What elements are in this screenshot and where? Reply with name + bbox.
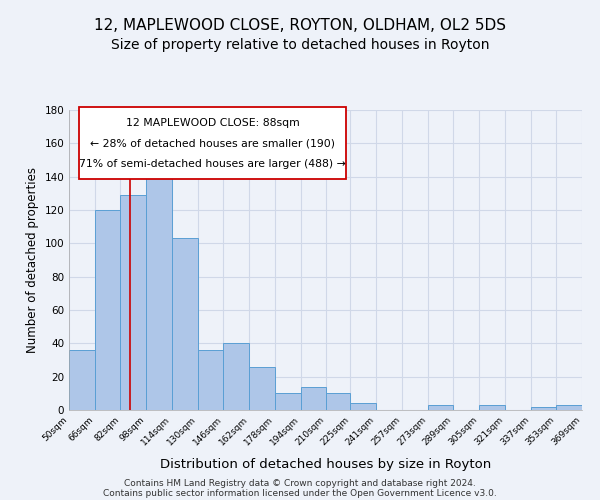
Bar: [172, 238, 197, 410]
Bar: [95, 210, 121, 410]
FancyBboxPatch shape: [79, 107, 346, 179]
Text: 12, MAPLEWOOD CLOSE, ROYTON, OLDHAM, OL2 5DS: 12, MAPLEWOOD CLOSE, ROYTON, OLDHAM, OL2…: [94, 18, 506, 32]
X-axis label: Distribution of detached houses by size in Royton: Distribution of detached houses by size …: [160, 458, 491, 471]
Text: ← 28% of detached houses are smaller (190): ← 28% of detached houses are smaller (19…: [90, 138, 335, 148]
Bar: [275, 394, 301, 410]
Bar: [146, 170, 172, 410]
Text: Contains HM Land Registry data © Crown copyright and database right 2024.: Contains HM Land Registry data © Crown c…: [124, 478, 476, 488]
Bar: [223, 344, 249, 410]
Bar: [556, 405, 582, 410]
Bar: [428, 405, 454, 410]
Bar: [479, 405, 505, 410]
Text: Size of property relative to detached houses in Royton: Size of property relative to detached ho…: [111, 38, 489, 52]
Bar: [249, 366, 275, 410]
Text: 71% of semi-detached houses are larger (488) →: 71% of semi-detached houses are larger (…: [79, 159, 346, 169]
Bar: [326, 394, 350, 410]
Bar: [530, 406, 556, 410]
Bar: [121, 195, 146, 410]
Bar: [350, 404, 376, 410]
Bar: [197, 350, 223, 410]
Bar: [69, 350, 95, 410]
Text: 12 MAPLEWOOD CLOSE: 88sqm: 12 MAPLEWOOD CLOSE: 88sqm: [126, 118, 299, 128]
Text: Contains public sector information licensed under the Open Government Licence v3: Contains public sector information licen…: [103, 488, 497, 498]
Y-axis label: Number of detached properties: Number of detached properties: [26, 167, 39, 353]
Bar: [301, 386, 326, 410]
